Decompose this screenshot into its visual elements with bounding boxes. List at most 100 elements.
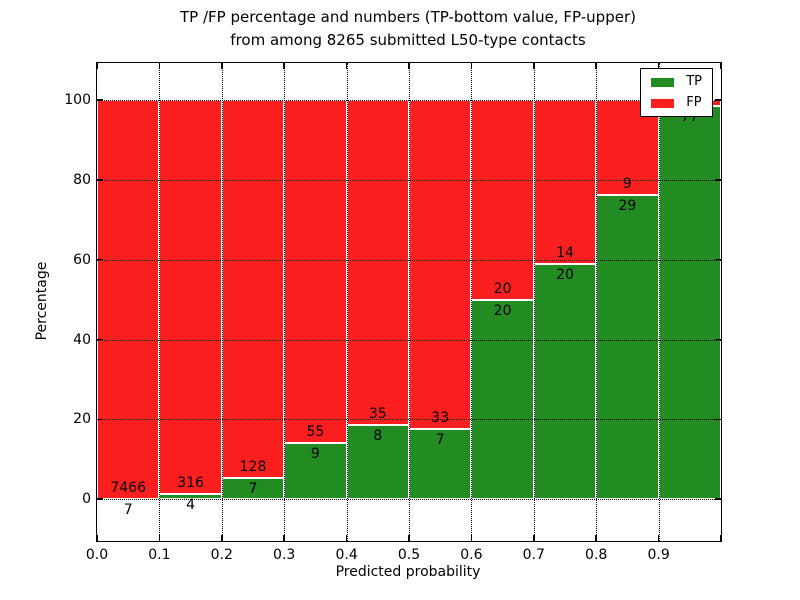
legend-swatch-fp xyxy=(651,98,675,108)
tp-count-label: 20 xyxy=(556,267,574,284)
gridline-horizontal xyxy=(97,499,721,501)
x-tick-mark-top xyxy=(533,63,535,69)
tp-count-label: 9 xyxy=(310,446,320,462)
y-tick-label: 0 xyxy=(82,491,91,508)
fp-count-label: 33 xyxy=(431,410,450,427)
fp-count-label: 9 xyxy=(622,175,632,192)
gridline-horizontal xyxy=(97,419,721,421)
bar-segment-tp xyxy=(284,443,347,500)
bar-segment-tp xyxy=(658,105,721,500)
x-tick-mark-bottom xyxy=(408,535,410,541)
gridline-vertical xyxy=(159,63,161,541)
bar-segment-tp xyxy=(346,424,409,500)
x-tick-mark-bottom xyxy=(345,535,348,541)
tp-count-label: 20 xyxy=(493,302,512,319)
y-tick-label: 80 xyxy=(73,171,91,188)
y-tick-mark-left xyxy=(97,498,103,500)
fp-count-label: 20 xyxy=(493,280,512,297)
x-tick-label: 0.9 xyxy=(647,547,670,563)
bar-segment-tp xyxy=(471,299,534,500)
y-tick-mark-right xyxy=(715,338,721,341)
chart-title-line1: TP /FP percentage and numbers (TP-bottom… xyxy=(180,8,636,26)
y-tick-label: 20 xyxy=(73,411,91,428)
x-tick-label: 0.5 xyxy=(397,547,421,563)
y-tick-label: 100 xyxy=(64,92,91,109)
gridline-horizontal xyxy=(97,100,721,102)
x-tick-mark-bottom xyxy=(720,535,722,541)
legend-label-fp: FP xyxy=(686,95,702,110)
x-axis-label: Predicted probability xyxy=(335,564,481,580)
tp-count-label: 4 xyxy=(186,497,196,514)
x-tick-mark-top xyxy=(345,63,348,69)
y-tick-mark-left xyxy=(97,418,103,421)
fp-count-label: 35 xyxy=(368,405,387,422)
bar-segment-fp xyxy=(533,100,597,265)
chart-title-line2: from among 8265 submitted L50-type conta… xyxy=(230,31,586,49)
gridline-vertical xyxy=(471,63,473,541)
x-tick-label: 0.6 xyxy=(460,547,483,563)
x-tick-label: 0.3 xyxy=(273,547,296,563)
x-tick-mark-top xyxy=(720,63,722,69)
legend-row: FP xyxy=(651,96,702,110)
tp-count-label: 7 xyxy=(123,501,133,518)
legend-row: TP xyxy=(651,75,702,89)
gridline-vertical xyxy=(596,63,598,541)
legend: TP FP xyxy=(640,68,713,117)
x-tick-mark-top xyxy=(283,63,285,69)
bar-segment-tp xyxy=(409,429,472,500)
fp-count-label: 55 xyxy=(306,424,325,440)
bar-segment-fp xyxy=(221,100,285,479)
y-tick-mark-left xyxy=(97,179,103,181)
fp-count-label: 316 xyxy=(177,475,204,492)
gridline-vertical xyxy=(533,63,535,541)
bar-segment-tp xyxy=(533,264,597,500)
x-tick-label: 0.1 xyxy=(148,547,171,563)
y-tick-mark-left xyxy=(97,338,103,341)
y-tick-mark-right xyxy=(715,99,721,101)
gridline-vertical xyxy=(346,63,348,541)
x-tick-mark-top xyxy=(470,63,473,69)
x-tick-mark-bottom xyxy=(657,535,660,541)
y-tick-mark-left xyxy=(97,99,103,101)
chart-title: TP /FP percentage and numbers (TP-bottom… xyxy=(96,6,720,52)
fp-count-label: 7466 xyxy=(110,479,147,496)
bar-segment-fp xyxy=(284,100,347,443)
bar-segment-fp xyxy=(159,100,222,495)
x-tick-mark-top xyxy=(657,63,660,69)
bar-segment-tp xyxy=(596,194,659,500)
legend-swatch-tp xyxy=(651,77,675,87)
x-tick-label: 0.4 xyxy=(335,547,358,563)
x-tick-mark-top xyxy=(408,63,410,69)
x-tick-mark-top xyxy=(96,63,98,69)
bar-segment-fp xyxy=(346,100,409,425)
y-tick-mark-right xyxy=(715,179,721,181)
x-tick-label: 0.0 xyxy=(85,547,109,563)
tp-count-label: 7 xyxy=(248,481,258,498)
gridline-vertical xyxy=(409,63,410,541)
x-tick-mark-bottom xyxy=(533,535,535,541)
x-tick-mark-bottom xyxy=(158,535,161,541)
y-tick-label: 60 xyxy=(73,251,91,268)
tp-count-label: 7 xyxy=(435,432,445,449)
y-tick-mark-right xyxy=(715,258,721,261)
x-tick-label: 0.2 xyxy=(210,547,233,563)
fp-count-label: 128 xyxy=(239,459,267,476)
x-tick-mark-top xyxy=(221,63,223,69)
gridline-horizontal xyxy=(97,259,721,261)
y-tick-mark-right xyxy=(715,418,721,421)
legend-label-tp: TP xyxy=(686,74,702,89)
x-tick-mark-bottom xyxy=(470,535,473,541)
bar-segment-fp xyxy=(97,100,160,499)
gridline-vertical xyxy=(221,63,223,541)
y-tick-mark-right xyxy=(715,498,721,500)
fp-count-label: 14 xyxy=(556,245,574,262)
x-tick-mark-bottom xyxy=(221,535,223,541)
gridline-vertical xyxy=(284,63,286,541)
x-tick-mark-bottom xyxy=(595,535,597,541)
bar-segment-fp xyxy=(409,100,472,430)
gridline-vertical xyxy=(658,63,660,541)
y-tick-label: 40 xyxy=(73,331,91,348)
x-tick-label: 0.7 xyxy=(522,547,545,563)
